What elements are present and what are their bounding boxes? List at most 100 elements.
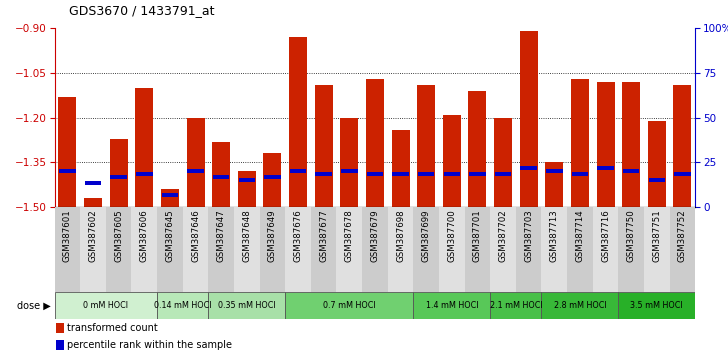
Text: percentile rank within the sample: percentile rank within the sample (68, 340, 232, 350)
Bar (110, 138, 127, 207)
Text: GSM387679: GSM387679 (371, 210, 379, 262)
Bar (212, 142, 230, 207)
Bar (571, 172, 588, 176)
Bar (55, 207, 80, 292)
Bar (340, 118, 358, 207)
Bar (418, 172, 435, 176)
Text: GSM387751: GSM387751 (652, 210, 661, 262)
Bar (183, 207, 208, 292)
Bar (157, 207, 183, 292)
Bar (162, 193, 178, 197)
Bar (464, 207, 490, 292)
Bar (673, 85, 692, 207)
Bar (285, 207, 311, 292)
Bar (239, 178, 255, 182)
Bar (84, 181, 101, 185)
Text: 2.1 mM HOCl: 2.1 mM HOCl (489, 301, 542, 310)
Bar (644, 207, 670, 292)
Text: dose ▶: dose ▶ (17, 300, 51, 310)
Bar (490, 292, 542, 319)
Text: GSM387602: GSM387602 (89, 210, 98, 262)
Bar (311, 207, 336, 292)
Bar (106, 207, 132, 292)
Bar (55, 292, 157, 319)
Bar (414, 207, 439, 292)
Text: 0.7 mM HOCl: 0.7 mM HOCl (323, 301, 376, 310)
Text: GSM387702: GSM387702 (499, 210, 507, 262)
Bar (392, 130, 410, 207)
Text: GSM387648: GSM387648 (242, 210, 251, 262)
Text: GSM387716: GSM387716 (601, 210, 610, 262)
Text: GSM387713: GSM387713 (550, 210, 559, 262)
Bar (674, 172, 691, 176)
Bar (596, 82, 614, 207)
Bar (542, 207, 567, 292)
Bar (290, 170, 306, 173)
Text: 0 mM HOCl: 0 mM HOCl (83, 301, 128, 310)
Bar (670, 207, 695, 292)
Bar (264, 154, 282, 207)
Bar (135, 88, 154, 207)
Text: GSM387699: GSM387699 (422, 210, 431, 262)
Bar (111, 175, 127, 179)
Bar (132, 207, 157, 292)
Text: GDS3670 / 1433791_at: GDS3670 / 1433791_at (69, 4, 215, 17)
Text: GSM387750: GSM387750 (627, 210, 636, 262)
Bar (136, 172, 153, 176)
Text: GSM387677: GSM387677 (319, 210, 328, 262)
Text: 0.35 mM HOCl: 0.35 mM HOCl (218, 301, 276, 310)
Bar (490, 207, 516, 292)
Bar (208, 207, 234, 292)
Bar (187, 170, 204, 173)
Bar (571, 79, 589, 207)
Bar (520, 31, 538, 207)
Bar (58, 97, 76, 207)
Text: 3.5 mM HOCl: 3.5 mM HOCl (630, 301, 683, 310)
Bar (597, 166, 614, 170)
Text: GSM387678: GSM387678 (345, 210, 354, 262)
Text: GSM387701: GSM387701 (473, 210, 482, 262)
Bar (414, 292, 490, 319)
Bar (315, 172, 332, 176)
Bar (367, 172, 383, 176)
Bar (362, 207, 388, 292)
Bar (366, 79, 384, 207)
Text: GSM387646: GSM387646 (191, 210, 200, 262)
Text: 2.8 mM HOCl: 2.8 mM HOCl (553, 301, 606, 310)
Bar (208, 292, 285, 319)
Bar (238, 171, 256, 207)
Bar (623, 170, 639, 173)
Text: 0.14 mM HOCl: 0.14 mM HOCl (154, 301, 211, 310)
Text: GSM387605: GSM387605 (114, 210, 123, 262)
Bar (417, 85, 435, 207)
Bar (649, 178, 665, 182)
Bar (443, 172, 460, 176)
Text: GSM387703: GSM387703 (524, 210, 533, 262)
Bar (285, 292, 414, 319)
Bar (648, 121, 666, 207)
Text: GSM387606: GSM387606 (140, 210, 149, 262)
Bar (542, 292, 618, 319)
Bar (593, 207, 618, 292)
Bar (546, 170, 563, 173)
Bar (213, 175, 229, 179)
Text: 1.4 mM HOCl: 1.4 mM HOCl (426, 301, 478, 310)
Bar (161, 189, 179, 207)
Text: GSM387714: GSM387714 (575, 210, 585, 262)
Text: GSM387647: GSM387647 (217, 210, 226, 262)
Text: GSM387649: GSM387649 (268, 210, 277, 262)
Bar (56, 340, 64, 350)
Bar (516, 207, 542, 292)
Text: GSM387752: GSM387752 (678, 210, 687, 262)
Text: GSM387700: GSM387700 (447, 210, 456, 262)
Bar (336, 207, 362, 292)
Bar (260, 207, 285, 292)
Bar (468, 91, 486, 207)
Bar (495, 172, 511, 176)
Bar (84, 198, 102, 207)
Text: transformed count: transformed count (68, 323, 158, 333)
Bar (545, 162, 563, 207)
Bar (469, 172, 486, 176)
Bar (80, 207, 106, 292)
Bar (157, 292, 208, 319)
